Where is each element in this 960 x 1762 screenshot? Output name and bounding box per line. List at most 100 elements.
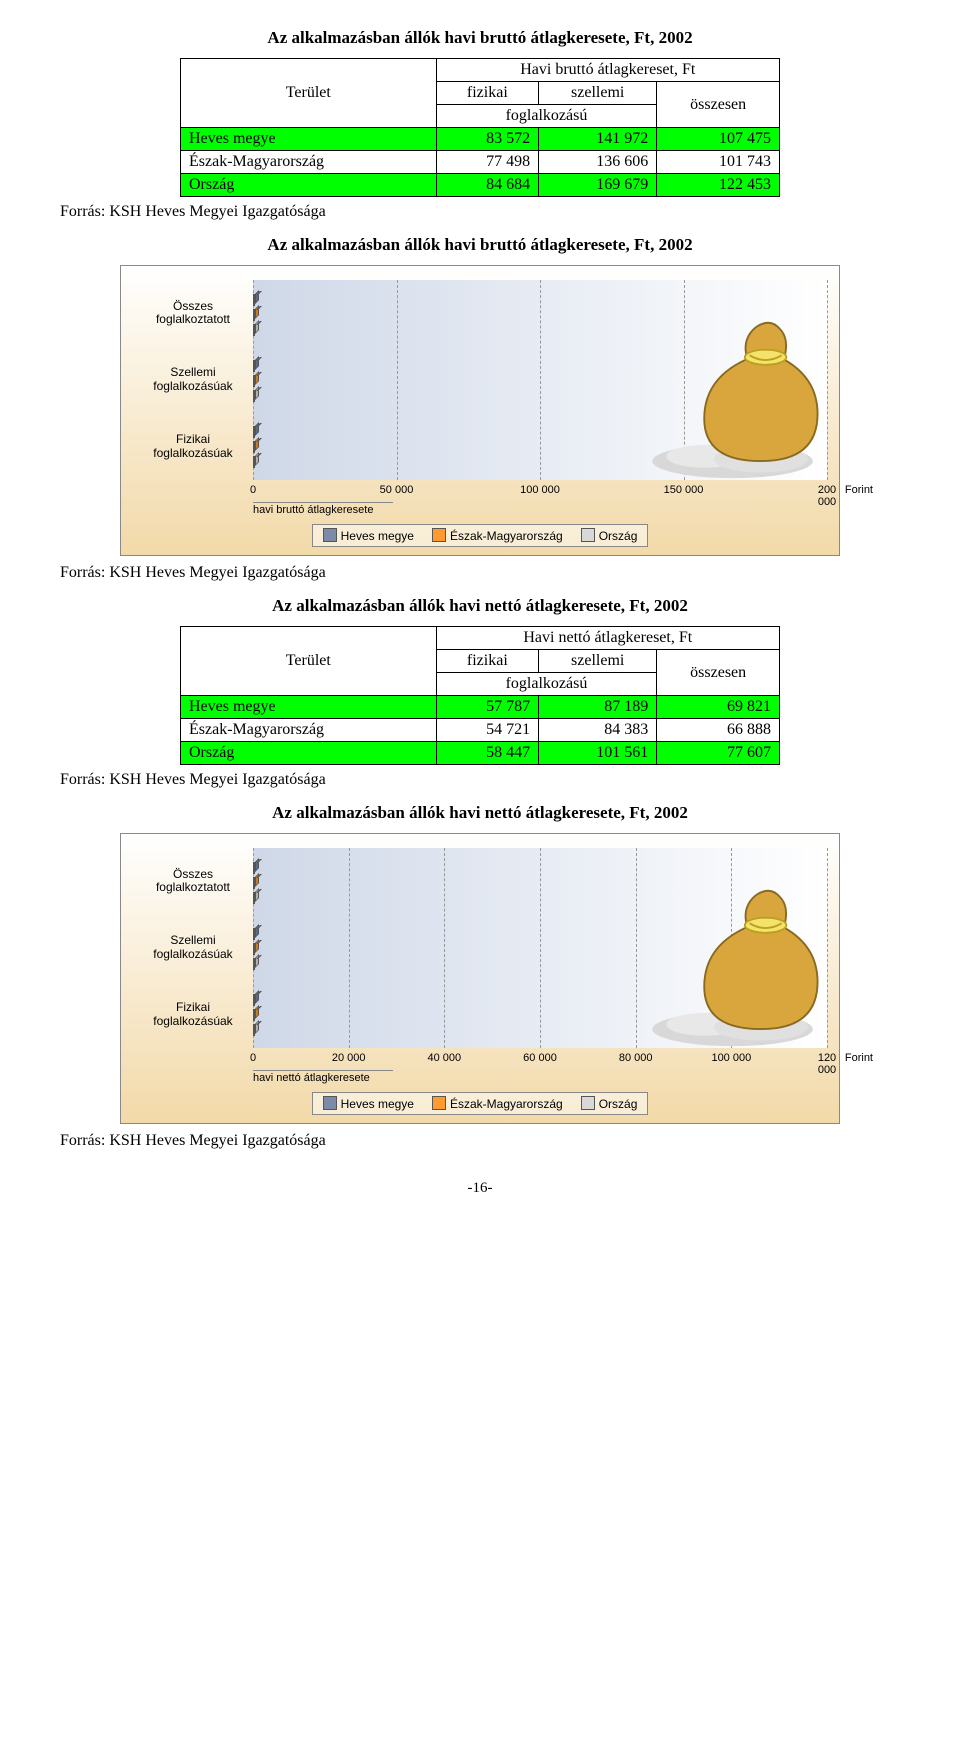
brutto-chart-title: Az alkalmazásban állók havi bruttó átlag…	[60, 235, 900, 255]
x-axis-unit: Forint	[845, 484, 873, 496]
table-cell: Heves megye	[181, 128, 437, 151]
th-brutto-top: Havi bruttó átlagkereset, Ft	[436, 59, 779, 82]
table-cell: 84 383	[539, 719, 657, 742]
table-cell: 58 447	[436, 742, 539, 765]
chart-y-labels: Összesfoglalkoztatott Szellemifoglalkozás…	[133, 848, 253, 1048]
chart-bar	[253, 324, 255, 336]
th-szellemi: szellemi	[539, 82, 657, 105]
table-cell: 101 743	[657, 151, 780, 174]
chart-bar	[253, 426, 255, 438]
money-bag-icon	[647, 310, 837, 480]
x-axis-unit: Forint	[845, 1052, 873, 1064]
table-cell: 101 561	[539, 742, 657, 765]
table-cell: 57 787	[436, 696, 539, 719]
table-cell: 83 572	[436, 128, 539, 151]
money-bag-icon	[647, 878, 837, 1048]
th-foglalkozasu-2: foglalkozású	[436, 673, 657, 696]
th-terulet-2: Terület	[181, 627, 437, 696]
th-fizikai: fizikai	[436, 82, 539, 105]
y-category-label: Szellemifoglalkozásúak	[133, 366, 253, 394]
netto-chart-title: Az alkalmazásban állók havi nettó átlagk…	[60, 803, 900, 823]
table-cell: 141 972	[539, 128, 657, 151]
table-cell: 77 607	[657, 742, 780, 765]
brutto-table: Terület Havi bruttó átlagkereset, Ft fiz…	[180, 58, 780, 197]
y-category-label: Összesfoglalkoztatott	[133, 868, 253, 896]
chart-bar	[253, 994, 255, 1006]
x-tick-label: 20 000	[332, 1052, 366, 1064]
table-cell: Ország	[181, 742, 437, 765]
chart-bar	[253, 1009, 255, 1021]
x-tick-label: 100 000	[520, 484, 560, 496]
x-axis-title: havi bruttó átlagkeresete	[253, 502, 393, 516]
chart-bar	[253, 877, 255, 889]
y-category-label: Összesfoglalkoztatott	[133, 300, 253, 328]
th-netto-top: Havi nettó átlagkereset, Ft	[436, 627, 779, 650]
th-fizikai-2: fizikai	[436, 650, 539, 673]
x-tick-label: 0	[250, 484, 256, 496]
table-cell: 169 679	[539, 174, 657, 197]
table-row: Észak-Magyarország54 72184 38366 888	[181, 719, 780, 742]
brutto-table-title: Az alkalmazásban állók havi bruttó átlag…	[60, 28, 900, 48]
table-cell: Ország	[181, 174, 437, 197]
x-tick-label: 150 000	[664, 484, 704, 496]
x-tick-label: 0	[250, 1052, 256, 1064]
th-osszesen-2: összesen	[657, 650, 780, 696]
table-row: Ország58 447101 56177 607	[181, 742, 780, 765]
th-szellemi-2: szellemi	[539, 650, 657, 673]
legend-item: Észak-Magyarország	[432, 1096, 563, 1111]
x-tick-label: 200 000	[818, 484, 836, 508]
chart-bar	[253, 390, 255, 402]
chart-bar	[253, 928, 255, 940]
chart-bar	[253, 943, 255, 955]
th-foglalkozasu: foglalkozású	[436, 105, 657, 128]
y-category-label: Fizikaifoglalkozásúak	[133, 1001, 253, 1029]
chart-bar	[253, 892, 255, 904]
table-cell: Észak-Magyarország	[181, 719, 437, 742]
x-tick-label: 80 000	[619, 1052, 653, 1064]
source-4: Forrás: KSH Heves Megyei Igazgatósága	[60, 1132, 900, 1150]
x-tick-label: 40 000	[428, 1052, 462, 1064]
chart-bar	[253, 958, 255, 970]
legend-item: Ország	[581, 528, 638, 543]
source-1: Forrás: KSH Heves Megyei Igazgatósága	[60, 203, 900, 221]
table-cell: Heves megye	[181, 696, 437, 719]
table-row: Észak-Magyarország77 498136 606101 743	[181, 151, 780, 174]
x-tick-label: 50 000	[380, 484, 414, 496]
table-cell: 54 721	[436, 719, 539, 742]
table-cell: 66 888	[657, 719, 780, 742]
x-tick-label: 120 000	[818, 1052, 836, 1076]
table-cell: 84 684	[436, 174, 539, 197]
chart-y-labels: Összesfoglalkoztatott Szellemifoglalkozás…	[133, 280, 253, 480]
chart-bar	[253, 862, 255, 874]
legend-item: Észak-Magyarország	[432, 528, 563, 543]
x-axis-title: havi nettó átlagkeresete	[253, 1070, 393, 1084]
chart-bar	[253, 360, 255, 372]
legend-item: Heves megye	[323, 1096, 414, 1111]
chart-bar	[253, 309, 255, 321]
chart-legend: Heves megyeÉszak-MagyarországOrszág	[312, 524, 649, 547]
table-row: Heves megye83 572141 972107 475	[181, 128, 780, 151]
y-category-label: Szellemifoglalkozásúak	[133, 934, 253, 962]
chart-bar	[253, 375, 255, 387]
y-category-label: Fizikaifoglalkozásúak	[133, 433, 253, 461]
netto-chart: Összesfoglalkoztatott Szellemifoglalkozás…	[120, 833, 840, 1124]
netto-table: Terület Havi nettó átlagkereset, Ft fizi…	[180, 626, 780, 765]
legend-item: Ország	[581, 1096, 638, 1111]
table-cell: 77 498	[436, 151, 539, 174]
chart-legend: Heves megye Észak-Magyarország Ország	[312, 1092, 649, 1115]
netto-table-title: Az alkalmazásban állók havi nettó átlagk…	[60, 596, 900, 616]
table-cell: 107 475	[657, 128, 780, 151]
table-cell: 87 189	[539, 696, 657, 719]
chart-bar	[253, 1024, 255, 1036]
x-tick-label: 60 000	[523, 1052, 557, 1064]
th-osszesen: összesen	[657, 82, 780, 128]
table-cell: 69 821	[657, 696, 780, 719]
x-tick-label: 100 000	[711, 1052, 751, 1064]
page-number: -16-	[60, 1180, 900, 1197]
table-cell: Észak-Magyarország	[181, 151, 437, 174]
chart-bar	[253, 441, 255, 453]
source-3: Forrás: KSH Heves Megyei Igazgatósága	[60, 771, 900, 789]
table-cell: 122 453	[657, 174, 780, 197]
table-row: Heves megye57 78787 18969 821	[181, 696, 780, 719]
source-2: Forrás: KSH Heves Megyei Igazgatósága	[60, 564, 900, 582]
